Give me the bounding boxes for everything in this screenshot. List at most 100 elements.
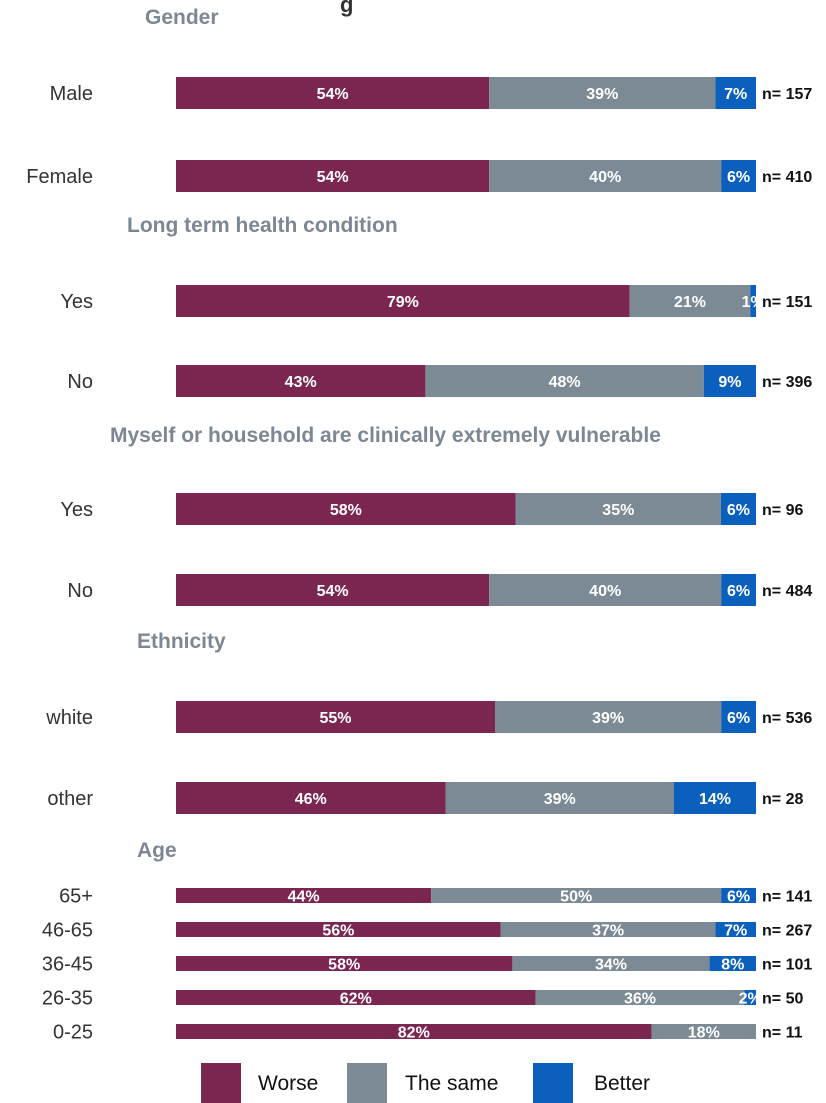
legend-item: Worse xyxy=(201,1063,318,1103)
sample-size-label: n= 101 xyxy=(762,957,812,974)
bar-segment-better xyxy=(744,990,756,1005)
bar-segment-the-same xyxy=(495,701,722,733)
bar-row: Yes 79% 21% 1%n= 151 xyxy=(60,285,812,317)
bar-segment-worse xyxy=(176,922,501,937)
bar-row: 26-35 62% 36% 2% n= 50 xyxy=(42,988,804,1010)
data-label: 56% xyxy=(322,923,354,940)
legend-label: The same xyxy=(405,1072,498,1095)
sample-size-label: n= 28 xyxy=(762,791,803,808)
bar-segment-the-same xyxy=(651,1024,756,1039)
row-label: Yes xyxy=(60,291,93,313)
sample-size-label: n= 536 xyxy=(762,710,812,727)
data-label: 6% xyxy=(727,169,750,186)
data-label: 48% xyxy=(549,374,581,391)
bar-segment-the-same xyxy=(489,160,722,192)
sample-size-label: n= 96 xyxy=(762,502,803,519)
bar-row: Male 54% 39% 7% n= 157 xyxy=(50,77,812,109)
row-label: 26-35 xyxy=(42,988,93,1010)
data-label: 55% xyxy=(319,710,351,727)
data-label: 21% xyxy=(674,294,706,311)
bar-segment-worse xyxy=(176,701,495,733)
data-label: 54% xyxy=(317,583,349,600)
data-label: 8% xyxy=(721,957,744,974)
bar-segment-the-same xyxy=(431,888,722,903)
group-title: Myself or household are clinically extre… xyxy=(110,424,661,447)
bar-segment-worse xyxy=(176,365,426,397)
bar-segment-worse xyxy=(176,493,516,525)
row-label: other xyxy=(47,788,93,810)
bar-segment-the-same xyxy=(489,77,716,109)
row-label: Male xyxy=(50,83,93,105)
bar-segment-better xyxy=(721,701,756,733)
legend-item: The same xyxy=(347,1063,498,1103)
data-label: 54% xyxy=(317,86,349,103)
group-3: Ethnicity white 55% 39% 6% n= 536 other 46% 39% 1… xyxy=(45,630,812,814)
group-title: Gender xyxy=(145,6,219,29)
row-label: No xyxy=(67,580,93,602)
data-label: 39% xyxy=(592,710,624,727)
bar-segment-better xyxy=(721,160,756,192)
data-label: 34% xyxy=(595,957,627,974)
legend: Worse The same Better xyxy=(201,1063,650,1103)
bar-segment-worse xyxy=(176,956,513,971)
legend-swatch xyxy=(201,1063,241,1103)
bar-segment-the-same xyxy=(445,782,674,814)
bar-segment-the-same xyxy=(535,990,745,1005)
data-label: 7% xyxy=(724,923,747,940)
data-label: 58% xyxy=(328,957,360,974)
chart-groups: Gender Male 54% 39% 7% n= 157 Female 54% 40% 6% n=… xyxy=(26,6,812,1044)
row-label: 46-65 xyxy=(42,920,93,942)
data-label: 58% xyxy=(330,502,362,519)
bar-segment-the-same xyxy=(425,365,704,397)
data-label: 50% xyxy=(560,889,592,906)
sample-size-label: n= 11 xyxy=(762,1025,803,1042)
data-label: 9% xyxy=(718,374,741,391)
data-label: 40% xyxy=(589,583,621,600)
group-2: Myself or household are clinically extre… xyxy=(60,424,812,606)
row-label: 0-25 xyxy=(53,1022,93,1044)
data-label: 40% xyxy=(589,169,621,186)
group-title: Ethnicity xyxy=(137,630,226,653)
bar-segment-worse xyxy=(176,77,490,109)
bar-segment-worse xyxy=(176,285,630,317)
data-label: 39% xyxy=(544,791,576,808)
bar-segment-worse xyxy=(176,888,432,903)
bar-row: other 46% 39% 14% n= 28 xyxy=(47,782,803,814)
bar-row: 36-45 58% 34% 8% n= 101 xyxy=(42,954,813,976)
bar-row: 65+ 44% 50% 6% n= 141 xyxy=(59,886,812,908)
row-label: 65+ xyxy=(59,886,93,908)
data-label: 18% xyxy=(688,1025,720,1042)
group-0: Gender Male 54% 39% 7% n= 157 Female 54% 40% 6% n=… xyxy=(26,6,812,192)
bar-row: white 55% 39% 6% n= 536 xyxy=(45,701,812,733)
chart-title-fragment: g xyxy=(340,0,353,17)
bar-segment-better xyxy=(750,285,756,317)
legend-label: Better xyxy=(594,1072,650,1095)
bar-segment-worse xyxy=(176,782,446,814)
data-label: 39% xyxy=(586,86,618,103)
bar-row: 46-65 56% 37% 7% n= 267 xyxy=(42,920,813,942)
sample-size-label: n= 141 xyxy=(762,889,812,906)
sample-size-label: n= 50 xyxy=(762,991,803,1008)
row-label: No xyxy=(67,371,93,393)
bar-segment-better xyxy=(721,574,756,606)
bar-segment-the-same xyxy=(515,493,721,525)
bar-segment-the-same xyxy=(512,956,710,971)
group-4: Age 65+ 44% 50% 6% n= 141 46-65 56% 37% 7% n= 267 3… xyxy=(42,839,813,1044)
legend-label: Worse xyxy=(258,1072,318,1095)
data-label: 6% xyxy=(727,583,750,600)
data-label: 36% xyxy=(624,991,656,1008)
legend-swatch xyxy=(533,1063,573,1103)
bar-row: 0-25 82% 18% n= 11 xyxy=(53,1022,803,1044)
row-label: Female xyxy=(26,166,93,188)
data-label: 14% xyxy=(699,791,731,808)
legend-item: Better xyxy=(533,1063,650,1103)
bar-row: Female 54% 40% 6% n= 410 xyxy=(26,160,812,192)
row-label: white xyxy=(45,707,93,729)
data-label: 46% xyxy=(295,791,327,808)
bar-segment-worse xyxy=(176,1024,652,1039)
data-label: 7% xyxy=(724,86,747,103)
data-label: 82% xyxy=(398,1025,430,1042)
bar-segment-the-same xyxy=(629,285,751,317)
bar-segment-the-same xyxy=(489,574,722,606)
